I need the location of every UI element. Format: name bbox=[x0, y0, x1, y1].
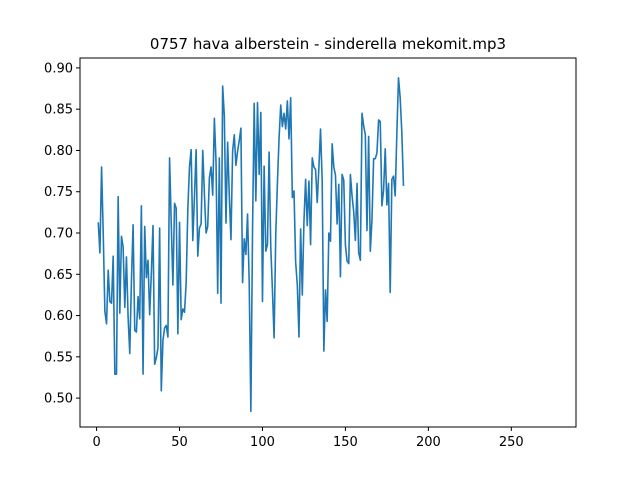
x-tick-label: 0 bbox=[92, 435, 100, 450]
y-tick-label: 0.75 bbox=[44, 185, 73, 200]
plot-area bbox=[97, 77, 405, 413]
x-tick-label: 100 bbox=[250, 435, 275, 450]
x-tick-label: 200 bbox=[416, 435, 441, 450]
x-tick-label: 250 bbox=[499, 435, 524, 450]
y-tick-label: 0.90 bbox=[44, 61, 73, 76]
series-line-0 bbox=[97, 77, 405, 413]
y-tick-label: 0.60 bbox=[44, 309, 73, 324]
x-axis: 0 50 100 150 200 250 bbox=[92, 427, 524, 450]
x-tick-label: 50 bbox=[171, 435, 188, 450]
y-axis: 0.50 0.55 0.60 0.65 0.70 0.75 0.80 0.85 0.90 bbox=[44, 61, 80, 407]
x-tick-label: 150 bbox=[333, 435, 358, 450]
y-tick-label: 0.50 bbox=[44, 392, 73, 407]
y-tick-label: 0.55 bbox=[44, 350, 73, 365]
y-tick-label: 0.65 bbox=[44, 268, 73, 283]
y-tick-label: 0.70 bbox=[44, 227, 73, 242]
y-tick-label: 0.80 bbox=[44, 144, 73, 159]
axes-frame bbox=[79, 57, 577, 428]
chart-title: 0757 hava alberstein - sinderella mekomi… bbox=[150, 35, 506, 53]
y-tick-label: 0.85 bbox=[44, 103, 73, 118]
